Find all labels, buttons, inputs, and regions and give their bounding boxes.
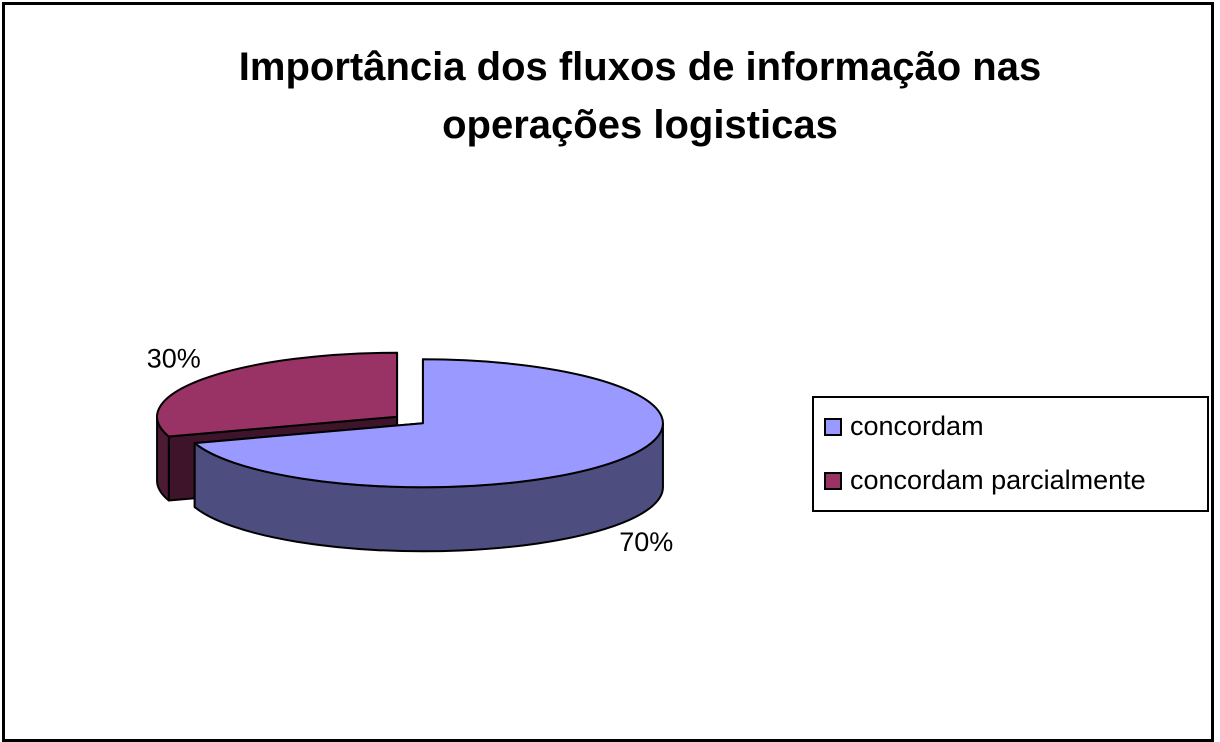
slice <box>156 351 399 438</box>
chart-title: Importância dos fluxos de informação nas… <box>238 45 1042 147</box>
legend-swatch <box>824 472 842 490</box>
data-label: 70% <box>619 527 673 557</box>
legend-swatch <box>824 418 842 436</box>
data-label: 30% <box>147 343 201 373</box>
legend-label: concordam parcialmente <box>850 465 1146 495</box>
slice <box>193 358 664 489</box>
legend-box <box>812 396 1209 512</box>
legend-label: concordam <box>850 411 984 441</box>
